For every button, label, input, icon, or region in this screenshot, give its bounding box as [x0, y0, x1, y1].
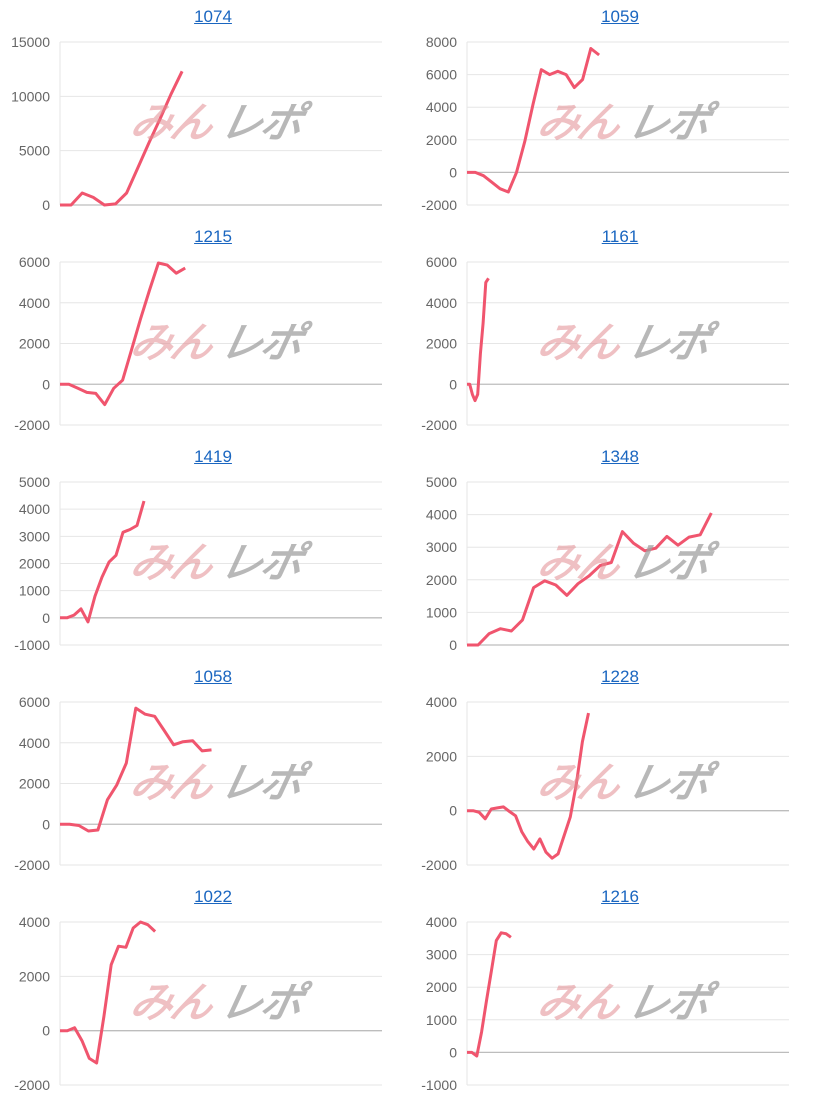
line-chart: -2000 0 2000 4000 6000	[14, 694, 382, 873]
y-tick-label: 3000	[19, 528, 50, 544]
line-chart: -2000 0 2000 4000 6000	[14, 254, 382, 433]
y-tick-label: -1000	[421, 1077, 457, 1093]
y-tick-label: -2000	[421, 417, 457, 433]
y-tick-label: -2000	[14, 857, 50, 873]
y-tick-label: 4000	[19, 914, 50, 930]
series-line	[467, 277, 490, 403]
chart-1074: 0 5000 10000 15000 みん レポ 1074	[0, 1, 408, 221]
y-tick-label: 15000	[11, 34, 50, 50]
chart-title-link[interactable]: 1228	[601, 667, 639, 686]
chart-1348: 0 1000 2000 3000 4000 5000 みん レポ 1348	[407, 441, 815, 661]
y-tick-label: 10000	[11, 88, 50, 104]
y-tick-label: -1000	[14, 637, 50, 653]
y-tick-label: 4000	[426, 507, 457, 523]
y-tick-label: 2000	[426, 572, 457, 588]
series-line	[60, 500, 146, 624]
series-line	[60, 706, 212, 833]
y-tick-label: 3000	[426, 947, 457, 963]
series-line	[467, 712, 590, 860]
series-line	[60, 920, 157, 1065]
y-tick-label: 1000	[426, 1012, 457, 1028]
y-tick-label: 5000	[19, 143, 50, 159]
y-tick-label: 0	[42, 376, 50, 392]
chart-1022: -2000 0 2000 4000 みん レポ 1022	[0, 881, 408, 1101]
y-tick-label: 2000	[426, 132, 457, 148]
chart-1059: -2000 0 2000 4000 6000 8000 みん レポ 1059	[407, 1, 815, 221]
line-chart: -2000 0 2000 4000 6000	[421, 254, 789, 433]
chart-title-link[interactable]: 1348	[601, 447, 639, 466]
chart-title-link[interactable]: 1215	[194, 227, 232, 246]
y-tick-label: 4000	[19, 501, 50, 517]
chart-title-link[interactable]: 1022	[194, 887, 232, 906]
y-tick-label: 4000	[19, 735, 50, 751]
y-tick-label: 4000	[426, 914, 457, 930]
chart-title-link[interactable]: 1419	[194, 447, 232, 466]
y-tick-label: 2000	[19, 556, 50, 572]
y-tick-label: 4000	[426, 295, 457, 311]
y-tick-label: 3000	[426, 539, 457, 555]
y-tick-label: 0	[449, 376, 457, 392]
chart-title-link[interactable]: 1074	[194, 7, 232, 26]
chart-1419: -1000 0 1000 2000 3000 4000 5000 みん レポ 1419	[0, 441, 408, 661]
y-tick-label: -2000	[421, 197, 457, 213]
y-tick-label: 8000	[426, 34, 457, 50]
line-chart: -2000 0 2000 4000	[14, 914, 382, 1093]
line-chart: 0 1000 2000 3000 4000 5000	[426, 474, 789, 653]
y-tick-label: 0	[42, 197, 50, 213]
y-tick-label: 5000	[19, 474, 50, 490]
y-tick-label: 0	[449, 637, 457, 653]
chart-1216: -1000 0 1000 2000 3000 4000 みん レポ 1216	[407, 881, 815, 1101]
y-tick-label: 6000	[426, 67, 457, 83]
chart-1161: -2000 0 2000 4000 6000 みん レポ 1161	[407, 221, 815, 441]
y-tick-label: 6000	[426, 254, 457, 270]
y-tick-label: -2000	[421, 857, 457, 873]
chart-title-link[interactable]: 1058	[194, 667, 232, 686]
y-tick-label: 2000	[19, 336, 50, 352]
y-tick-label: 1000	[19, 583, 50, 599]
y-tick-label: 6000	[19, 254, 50, 270]
y-tick-label: 5000	[426, 474, 457, 490]
y-tick-label: 0	[42, 816, 50, 832]
y-tick-label: -2000	[14, 417, 50, 433]
y-tick-label: 4000	[426, 694, 457, 710]
chart-1058: -2000 0 2000 4000 6000 みん レポ 1058	[0, 661, 408, 881]
chart-1228: -2000 0 2000 4000 みん レポ 1228	[407, 661, 815, 881]
series-line	[60, 261, 186, 407]
chart-1215: -2000 0 2000 4000 6000 みん レポ 1215	[0, 221, 408, 441]
y-tick-label: 0	[449, 1044, 457, 1060]
y-tick-label: 1000	[426, 604, 457, 620]
y-tick-label: 6000	[19, 694, 50, 710]
series-line	[60, 70, 184, 207]
y-tick-label: 2000	[426, 336, 457, 352]
y-tick-label: 0	[449, 803, 457, 819]
line-chart: 0 5000 10000 15000	[11, 34, 382, 213]
y-tick-label: 2000	[426, 748, 457, 764]
y-tick-label: 0	[42, 1023, 50, 1039]
chart-title-link[interactable]: 1216	[601, 887, 639, 906]
line-chart: -1000 0 1000 2000 3000 4000 5000	[14, 474, 382, 653]
series-line	[467, 512, 713, 647]
chart-title-link[interactable]: 1059	[601, 7, 639, 26]
y-tick-label: 4000	[426, 99, 457, 115]
line-chart: -1000 0 1000 2000 3000 4000	[421, 914, 789, 1093]
line-chart: -2000 0 2000 4000	[421, 694, 789, 873]
line-chart: -2000 0 2000 4000 6000 8000	[421, 34, 789, 213]
y-tick-label: 0	[449, 164, 457, 180]
series-line	[467, 47, 601, 194]
y-tick-label: -2000	[14, 1077, 50, 1093]
chart-title-link[interactable]: 1161	[601, 227, 639, 246]
y-tick-label: 4000	[19, 295, 50, 311]
y-tick-label: 2000	[19, 968, 50, 984]
series-line	[467, 931, 512, 1058]
y-tick-label: 2000	[19, 776, 50, 792]
y-tick-label: 2000	[426, 979, 457, 995]
y-tick-label: 0	[42, 610, 50, 626]
